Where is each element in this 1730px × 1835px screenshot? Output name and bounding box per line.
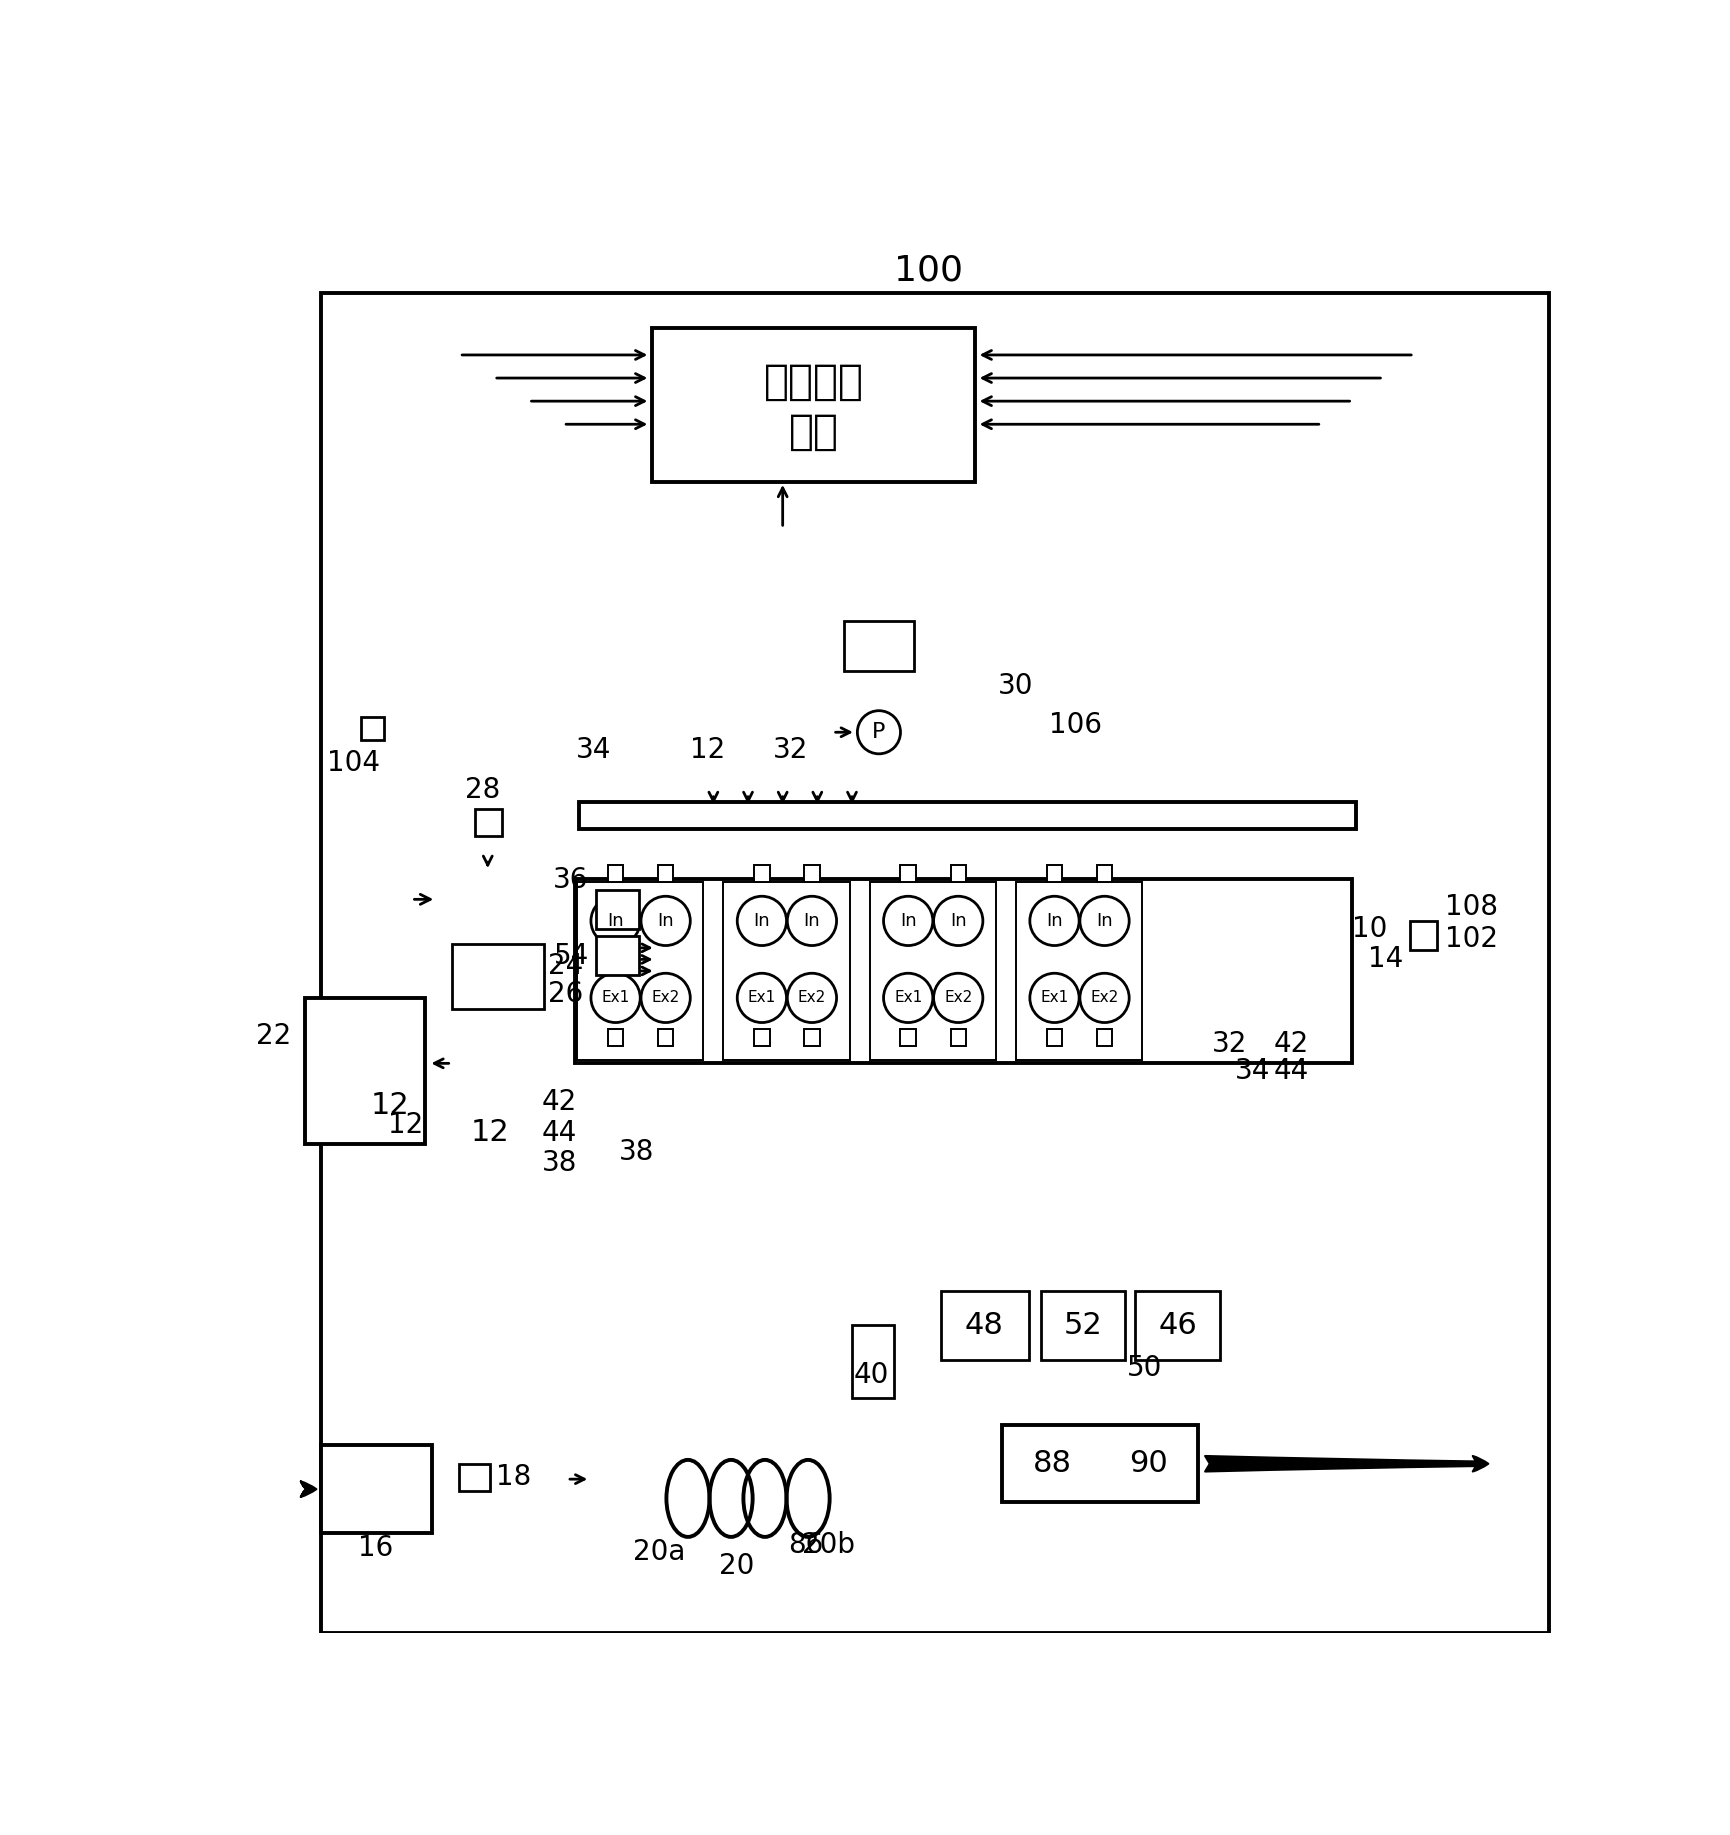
Text: 28: 28: [465, 776, 500, 804]
Bar: [851, 1325, 894, 1398]
Bar: [1047, 1029, 1062, 1046]
Text: In: In: [1097, 912, 1112, 930]
Text: 44: 44: [1273, 1057, 1308, 1084]
Bar: [1002, 1426, 1199, 1503]
Bar: [578, 883, 704, 1059]
Text: 102: 102: [1445, 925, 1498, 954]
Bar: [362, 717, 384, 740]
Text: In: In: [950, 912, 967, 930]
Bar: [652, 328, 976, 483]
Text: 40: 40: [853, 1362, 889, 1389]
Text: 12: 12: [388, 1110, 424, 1140]
Text: Ex2: Ex2: [652, 991, 680, 1006]
Bar: [754, 1029, 770, 1046]
Bar: [804, 864, 820, 881]
Bar: [804, 1029, 820, 1046]
Text: 100: 100: [894, 253, 964, 288]
Bar: [870, 883, 996, 1059]
Bar: [941, 1290, 1029, 1360]
Bar: [1410, 921, 1438, 951]
Text: Ex1: Ex1: [747, 991, 777, 1006]
Text: 42: 42: [1273, 1029, 1308, 1059]
Text: 54: 54: [554, 941, 588, 969]
Bar: [1016, 883, 1142, 1059]
Text: 26: 26: [548, 980, 583, 1007]
Bar: [607, 864, 623, 881]
Text: 20a: 20a: [633, 1538, 685, 1567]
Text: 12: 12: [471, 1118, 509, 1147]
Text: 10: 10: [1353, 914, 1387, 943]
Bar: [474, 809, 502, 837]
Text: 104: 104: [327, 749, 379, 776]
Text: 22: 22: [256, 1022, 291, 1050]
Bar: [1041, 1290, 1124, 1360]
Bar: [901, 1029, 915, 1046]
Bar: [1097, 864, 1112, 881]
Bar: [597, 936, 638, 974]
Text: 42: 42: [541, 1088, 578, 1116]
Text: 34: 34: [1235, 1057, 1270, 1084]
Bar: [901, 864, 915, 881]
Text: 电子控制: 电子控制: [763, 361, 863, 404]
Bar: [657, 864, 673, 881]
Text: 34: 34: [576, 736, 612, 763]
Text: 16: 16: [358, 1534, 394, 1562]
Text: 32: 32: [1211, 1029, 1247, 1059]
Bar: [597, 890, 638, 929]
Text: 14: 14: [1368, 945, 1403, 973]
Bar: [574, 879, 1353, 1062]
Bar: [844, 620, 913, 670]
Text: 36: 36: [554, 866, 588, 894]
Text: 90: 90: [1130, 1450, 1168, 1479]
Text: 20: 20: [718, 1552, 754, 1580]
Text: Ex2: Ex2: [1090, 991, 1119, 1006]
Text: In: In: [607, 912, 625, 930]
Bar: [950, 864, 965, 881]
Text: 单元: 单元: [789, 411, 839, 453]
Text: In: In: [804, 912, 820, 930]
Bar: [320, 1444, 432, 1532]
Text: P: P: [872, 723, 886, 741]
Text: 44: 44: [541, 1119, 578, 1147]
Text: 86: 86: [789, 1530, 823, 1558]
Bar: [607, 1029, 623, 1046]
Text: Ex2: Ex2: [945, 991, 972, 1006]
Text: 32: 32: [773, 736, 808, 763]
Text: 18: 18: [497, 1462, 531, 1490]
Text: In: In: [657, 912, 675, 930]
Text: In: In: [900, 912, 917, 930]
Bar: [1135, 1290, 1220, 1360]
Bar: [578, 802, 1356, 828]
Text: Ex1: Ex1: [894, 991, 922, 1006]
Text: 24: 24: [548, 952, 583, 980]
Text: Ex1: Ex1: [602, 991, 630, 1006]
Text: 108: 108: [1445, 894, 1498, 921]
Bar: [1097, 1029, 1112, 1046]
Text: 38: 38: [619, 1138, 654, 1165]
Bar: [458, 1464, 490, 1490]
Text: Ex1: Ex1: [1040, 991, 1069, 1006]
Bar: [723, 883, 849, 1059]
Text: 12: 12: [370, 1092, 410, 1119]
Text: 20b: 20b: [803, 1530, 855, 1558]
Bar: [304, 998, 424, 1145]
Text: 38: 38: [541, 1149, 578, 1178]
Bar: [657, 1029, 673, 1046]
Bar: [452, 943, 543, 1009]
Bar: [1047, 864, 1062, 881]
Bar: [950, 1029, 965, 1046]
Text: 46: 46: [1159, 1310, 1197, 1340]
Text: 88: 88: [1033, 1450, 1071, 1479]
Text: 50: 50: [1126, 1354, 1163, 1382]
Text: Ex2: Ex2: [798, 991, 825, 1006]
Text: 48: 48: [965, 1310, 1003, 1340]
Text: 30: 30: [998, 672, 1035, 699]
Text: 52: 52: [1064, 1310, 1102, 1340]
Text: 106: 106: [1048, 710, 1102, 738]
Bar: [754, 864, 770, 881]
Text: In: In: [754, 912, 770, 930]
Text: 12: 12: [690, 736, 725, 763]
Text: In: In: [1047, 912, 1062, 930]
